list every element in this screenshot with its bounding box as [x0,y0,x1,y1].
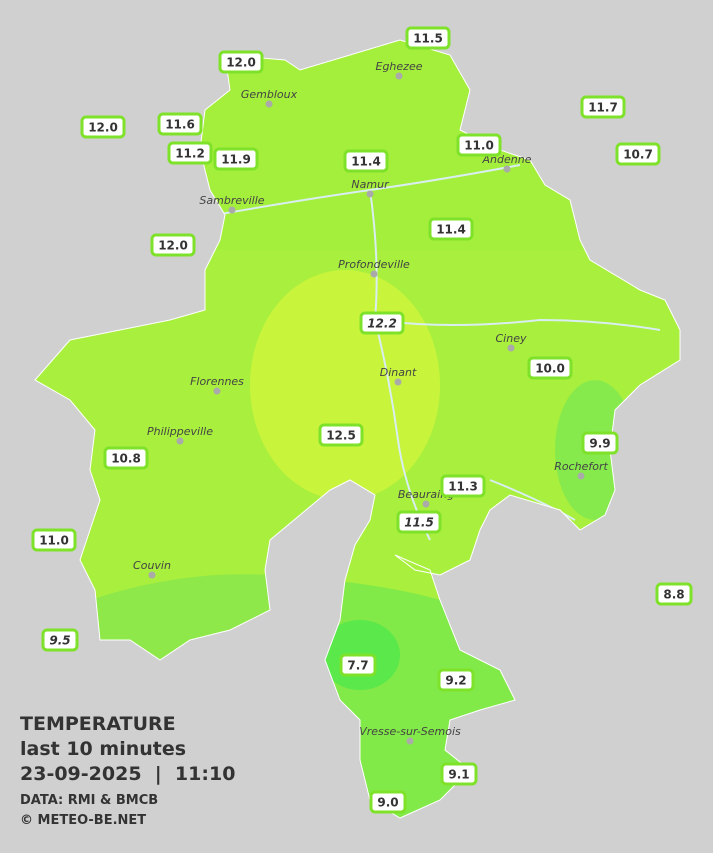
city-dot [176,437,184,445]
city-dot [148,571,156,579]
station-value: 11.4 [351,155,381,169]
station-value: 11.9 [221,153,251,167]
station-box [428,217,474,241]
city-label: Gembloux [241,88,298,101]
station-value: 11.3 [448,480,478,494]
station-box [41,628,79,652]
station-value: 11.6 [165,118,195,132]
station-box [527,356,573,380]
city-dot [366,190,374,198]
station-box [80,115,126,139]
station-box [581,431,619,455]
city-dot [228,206,236,214]
station-box [343,149,389,173]
station-box [103,446,149,470]
station-value: 10.0 [535,362,565,376]
station-box [31,528,77,552]
city-label: Rochefort [554,460,608,473]
station-box [218,50,264,74]
city-label: Dinant [380,366,417,379]
city-label: Sambreville [199,194,264,207]
city-dot [370,270,378,278]
station-value: 11.2 [175,147,205,161]
city-dot [395,72,403,80]
city-dot [265,100,273,108]
station-box [167,141,213,165]
station-value: 12.0 [88,121,118,135]
city-dot [577,472,585,480]
station-value: 12.5 [326,429,356,443]
legend-source: DATA: RMI & BMCB [20,793,158,808]
legend-subtitle: last 10 minutes [20,738,186,760]
station-box [437,668,475,692]
station-box [157,112,203,136]
station-box [615,142,661,166]
station-value: 12.0 [158,239,188,253]
city-label: Couvin [133,559,171,572]
city-dot [422,500,430,508]
station-value: 9.0 [377,796,398,810]
station-box [318,423,364,447]
station-box [440,474,486,498]
station-value: 10.8 [111,452,141,466]
legend-credit: © METEO-BE.NET [20,813,146,828]
station-value: 11.5 [404,516,434,530]
city-label: Namur [351,178,390,191]
station-value: 7.7 [347,659,368,673]
legend-datetime: 23-09-2025 | 11:10 [20,763,235,785]
station-value: 11.0 [464,139,494,153]
station-box [655,582,693,606]
station-value: 11.4 [436,223,466,237]
city-dot [213,387,221,395]
station-box [150,233,196,257]
station-value: 9.1 [448,768,469,782]
legend-title: TEMPERATURE [20,713,176,735]
station-value: 9.9 [589,437,610,451]
station-value: 9.5 [49,634,70,648]
station-value: 10.7 [623,148,653,162]
city-label: Philippeville [147,425,213,438]
city-label: Florennes [190,375,244,388]
station-value: 12.0 [226,56,256,70]
station-box [580,95,626,119]
station-value: 11.5 [413,32,443,46]
city-label: Vresse-sur-Semois [359,725,461,738]
station-box [339,653,377,677]
station-box [369,790,407,814]
city-dot [503,165,511,173]
city-label: Profondeville [338,258,410,271]
station-value: 9.2 [445,674,466,688]
city-dot [394,378,402,386]
station-value: 11.7 [588,101,618,115]
city-label: Eghezee [376,60,423,73]
station-box [213,147,259,171]
station-value: 11.0 [39,534,69,548]
city-dot [507,344,515,352]
city-dot [406,737,414,745]
station-box [396,510,442,534]
station-box [456,133,502,157]
station-value: 12.2 [367,317,397,331]
station-box [440,762,478,786]
city-label: Beauraing [398,488,454,501]
station-box [405,26,451,50]
city-label: Ciney [496,332,527,345]
station-value: 8.8 [663,588,684,602]
station-box [359,311,405,335]
